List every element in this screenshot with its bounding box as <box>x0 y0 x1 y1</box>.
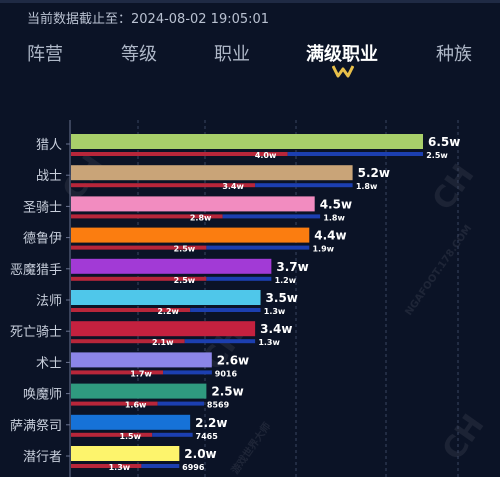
red-bar-value: 2.2w <box>157 307 179 316</box>
red-bar <box>71 152 288 156</box>
blue-bar-value: 1.3w <box>264 307 286 316</box>
red-bar-value: 2.5w <box>174 245 196 254</box>
blue-bar-value: 8569 <box>207 401 230 410</box>
red-bar-value: 1.5w <box>119 432 141 441</box>
category-label: 死亡骑士 <box>10 325 62 340</box>
main-bar-value: 2.5w <box>211 385 243 399</box>
category-label: 潜行者 <box>23 450 62 465</box>
blue-bar-value: 1.9w <box>312 245 334 254</box>
category-label: 猎人 <box>36 138 62 153</box>
blue-bar <box>163 370 212 375</box>
red-bar <box>71 432 153 437</box>
tab-level[interactable]: 等级 <box>121 44 157 65</box>
main-bar <box>71 196 315 212</box>
blue-bar <box>190 308 261 312</box>
blue-bar-value: 1.3w <box>258 338 280 347</box>
main-bar-value: 3.4w <box>260 322 292 336</box>
active-tab-indicator-icon <box>332 65 354 78</box>
top-divider <box>0 0 500 3</box>
main-bar-value: 3.7w <box>276 260 308 274</box>
main-bar-value: 2.6w <box>217 353 249 367</box>
category-label: 圣骑士 <box>23 200 62 215</box>
red-bar <box>71 308 191 312</box>
blue-bar <box>222 214 321 219</box>
blue-bar <box>157 401 205 406</box>
main-bar <box>71 227 310 243</box>
main-bar-value: 4.4w <box>314 229 346 243</box>
category-label: 战士 <box>36 169 62 184</box>
red-bar <box>71 276 207 281</box>
red-bar-value: 1.3w <box>109 463 131 472</box>
category-label: 德鲁伊 <box>23 232 62 247</box>
blue-bar <box>141 464 180 468</box>
red-bar-value: 2.5w <box>174 276 196 285</box>
bar-chart-svg: 猎人 6.5w 4.0w 2.5w 战士 5.2w 3.4w 1.8w 圣骑士 4.5w 2.8w 1… <box>10 120 460 477</box>
category-label: 萨满祭司 <box>10 419 62 434</box>
blue-bar-value: 1.2w <box>275 276 297 285</box>
category-tabs: 阵营 等级 职业 满级职业 种族 <box>0 40 500 80</box>
main-bar <box>71 321 256 337</box>
blue-bar-value: 6996 <box>182 463 205 472</box>
blue-bar <box>255 183 353 188</box>
red-bar-value: 2.8w <box>190 213 212 222</box>
tab-faction[interactable]: 阵营 <box>27 44 63 65</box>
red-bar-value: 2.1w <box>152 338 174 347</box>
blue-bar-value: 1.8w <box>323 213 345 222</box>
category-label: 术士 <box>36 356 62 371</box>
category-label: 恶魔猎手 <box>10 263 62 278</box>
main-bar <box>71 383 207 399</box>
main-bar <box>71 134 423 149</box>
red-bar <box>71 339 185 344</box>
blue-bar <box>152 432 193 437</box>
blue-bar <box>206 245 310 250</box>
data-timestamp: 当前数据截止至：2024-08-02 19:05:01 <box>27 12 270 27</box>
blue-bar <box>287 152 423 156</box>
red-bar <box>71 370 164 375</box>
class-distribution-chart: 猎人 6.5w 4.0w 2.5w 战士 5.2w 3.4w 1.8w 圣骑士 4.5w 2.8w 1… <box>0 120 500 477</box>
red-bar-value: 1.7w <box>130 369 152 378</box>
red-bar-value: 4.0w <box>255 151 277 160</box>
red-bar-value: 3.4w <box>222 182 244 191</box>
tab-class[interactable]: 职业 <box>214 44 250 65</box>
main-bar-value: 3.5w <box>266 291 298 305</box>
red-bar <box>71 183 256 188</box>
main-bar-value: 4.5w <box>320 197 352 211</box>
main-bar <box>71 446 180 461</box>
main-bar <box>71 414 191 430</box>
blue-bar <box>206 276 272 281</box>
tab-race[interactable]: 种族 <box>436 44 472 65</box>
blue-bar <box>184 339 256 344</box>
category-label: 法师 <box>36 294 62 309</box>
main-bar-value: 2.0w <box>184 447 216 461</box>
blue-bar-value: 9016 <box>215 369 238 378</box>
red-bar <box>71 464 142 468</box>
red-bar <box>71 214 223 219</box>
blue-bar-value: 1.8w <box>356 182 378 191</box>
blue-bar-value: 7465 <box>196 432 219 441</box>
main-bar-value: 6.5w <box>428 135 460 149</box>
main-bar <box>71 352 212 368</box>
main-bar <box>71 165 353 181</box>
red-bar-value: 1.6w <box>125 401 147 410</box>
red-bar <box>71 245 207 250</box>
main-bar <box>71 290 261 305</box>
blue-bar-value: 2.5w <box>426 151 448 160</box>
main-bar-value: 5.2w <box>358 166 390 180</box>
main-bar <box>71 258 272 274</box>
main-bar-value: 2.2w <box>195 416 227 430</box>
tab-max-level-class[interactable]: 满级职业 <box>306 44 378 65</box>
red-bar <box>71 401 158 406</box>
category-label: 唤魔师 <box>23 388 62 403</box>
